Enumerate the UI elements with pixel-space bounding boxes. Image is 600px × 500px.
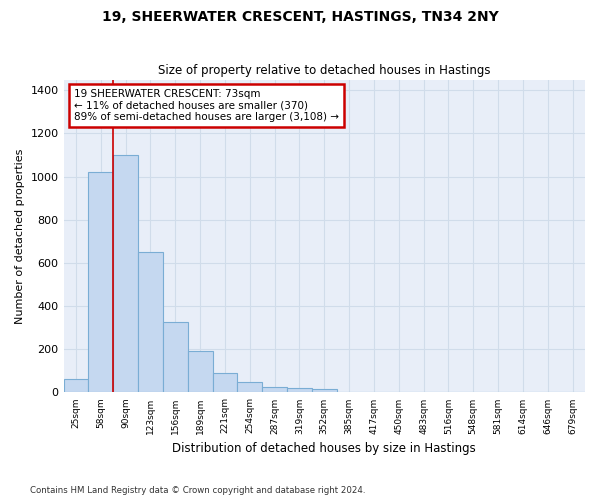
Bar [287, 388, 312, 392]
X-axis label: Distribution of detached houses by size in Hastings: Distribution of detached houses by size … [172, 442, 476, 455]
Bar [88, 172, 113, 392]
Bar [163, 322, 188, 392]
Bar [188, 352, 212, 393]
Bar [238, 382, 262, 392]
Bar [212, 373, 238, 392]
Bar [312, 389, 337, 392]
Bar [262, 387, 287, 392]
Text: Contains HM Land Registry data © Crown copyright and database right 2024.: Contains HM Land Registry data © Crown c… [30, 486, 365, 495]
Text: 19, SHEERWATER CRESCENT, HASTINGS, TN34 2NY: 19, SHEERWATER CRESCENT, HASTINGS, TN34 … [101, 10, 499, 24]
Bar [113, 155, 138, 392]
Title: Size of property relative to detached houses in Hastings: Size of property relative to detached ho… [158, 64, 491, 77]
Y-axis label: Number of detached properties: Number of detached properties [15, 148, 25, 324]
Bar [138, 252, 163, 392]
Bar [64, 380, 88, 392]
Text: 19 SHEERWATER CRESCENT: 73sqm
← 11% of detached houses are smaller (370)
89% of : 19 SHEERWATER CRESCENT: 73sqm ← 11% of d… [74, 89, 339, 122]
